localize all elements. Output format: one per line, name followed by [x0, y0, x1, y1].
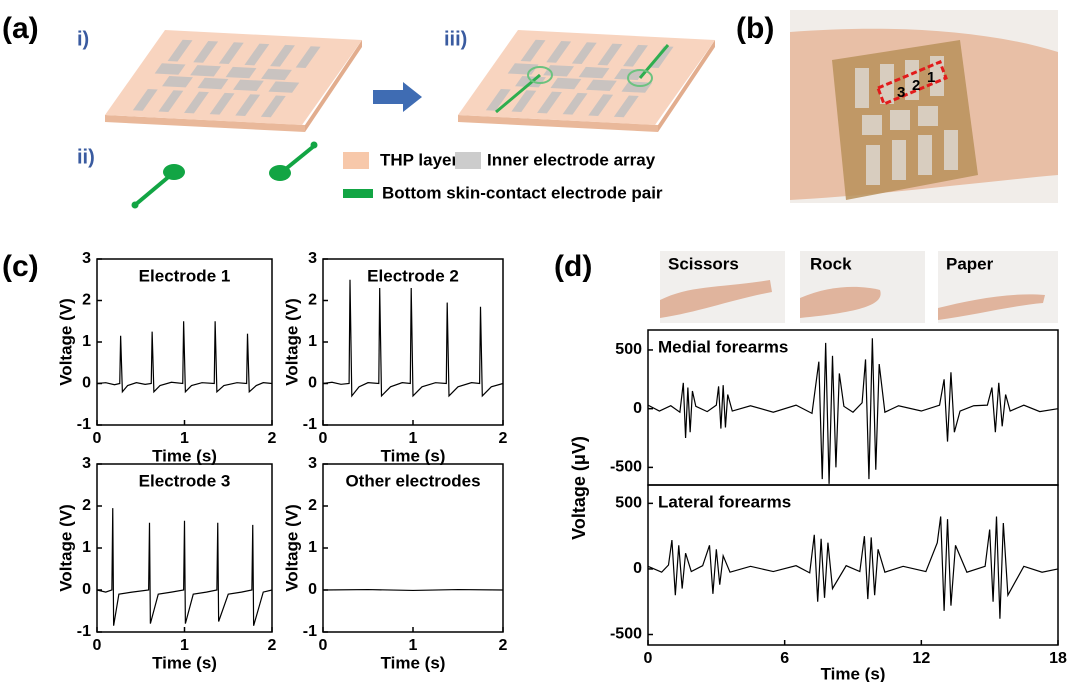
- step-label: i): [77, 28, 89, 50]
- x-axis-label: Time (s): [381, 446, 446, 465]
- legend-swatch: [343, 189, 373, 198]
- y-tick-label: 3: [308, 455, 317, 472]
- y-tick-label: -1: [303, 623, 317, 640]
- y-tick-label: -1: [77, 623, 91, 640]
- legend-swatch: [455, 152, 481, 169]
- x-tick-label: 1: [409, 637, 418, 654]
- x-tick-label: 0: [319, 637, 328, 654]
- gesture-label: Scissors: [668, 254, 739, 273]
- arrow: [373, 82, 422, 112]
- x-tick-label: 0: [93, 637, 102, 654]
- x-axis-label: Time (s): [821, 664, 886, 682]
- y-tick-label: -1: [303, 416, 317, 433]
- trace: [97, 508, 272, 626]
- y-tick-label: 0: [633, 560, 642, 577]
- trace: [323, 280, 503, 396]
- legend-text: THP layer: [380, 150, 459, 169]
- electrode-number: 3: [897, 84, 905, 101]
- gesture-label: Paper: [946, 254, 994, 273]
- gesture-label: Rock: [810, 254, 852, 273]
- electrode-number: 2: [912, 77, 920, 94]
- x-axis-label: Time (s): [152, 446, 217, 465]
- panel-label: (a): [2, 12, 39, 45]
- y-axis-label: Voltage (V): [56, 298, 75, 386]
- y-tick-label: -500: [610, 626, 642, 643]
- x-tick-label: 0: [319, 430, 328, 447]
- x-tick-label: 18: [1049, 650, 1067, 667]
- step-label: ii): [77, 146, 95, 168]
- y-tick-label: 0: [82, 375, 91, 392]
- x-tick-label: 0: [644, 650, 653, 667]
- chart-title: Electrode 1: [139, 266, 231, 285]
- y-axis-label: Voltage (V): [56, 504, 75, 592]
- trace: [648, 516, 1058, 618]
- x-tick-label: 2: [268, 637, 277, 654]
- y-tick-label: 3: [82, 455, 91, 472]
- x-tick-label: 12: [912, 650, 930, 667]
- y-tick-label: 1: [82, 333, 91, 350]
- chart-title: Electrode 2: [367, 266, 459, 285]
- chart-title: Lateral forearms: [658, 492, 791, 511]
- y-tick-label: 0: [633, 400, 642, 417]
- x-tick-label: 6: [780, 650, 789, 667]
- y-tick-label: 0: [82, 581, 91, 598]
- x-tick-label: 1: [180, 637, 189, 654]
- y-axis-label: Voltage (V): [282, 298, 301, 386]
- photo: [790, 10, 1058, 203]
- chart-title: Medial forearms: [658, 337, 788, 356]
- y-tick-label: 2: [308, 292, 317, 309]
- y-tick-label: 500: [615, 495, 642, 512]
- panel-label: (c): [2, 250, 39, 283]
- panel-label: (b): [736, 12, 774, 45]
- x-axis-label: Time (s): [381, 653, 446, 672]
- y-tick-label: 500: [615, 341, 642, 358]
- plate: [458, 30, 715, 132]
- chart-title: Electrode 3: [139, 471, 231, 490]
- x-tick-label: 1: [180, 430, 189, 447]
- y-tick-label: -1: [77, 416, 91, 433]
- y-axis-label: Voltage (μV): [569, 436, 589, 540]
- y-tick-label: 1: [308, 539, 317, 556]
- figure: (a) i) ii) iii) THP layer Inner electrod…: [0, 0, 1070, 682]
- x-tick-label: 2: [499, 430, 508, 447]
- chart-title: Other electrodes: [345, 471, 480, 490]
- x-tick-label: 2: [268, 430, 277, 447]
- y-tick-label: 1: [82, 539, 91, 556]
- step-label: iii): [444, 28, 467, 50]
- y-axis-label: Voltage (V): [282, 504, 301, 592]
- legend-text: Inner electrode array: [487, 150, 656, 169]
- electrode-pair: [132, 142, 318, 209]
- y-tick-label: 3: [82, 250, 91, 267]
- panel-label: (d): [554, 250, 592, 283]
- y-tick-label: 2: [82, 497, 91, 514]
- y-tick-label: 2: [82, 292, 91, 309]
- trace: [648, 338, 1058, 484]
- x-axis-label: Time (s): [152, 653, 217, 672]
- x-tick-label: 1: [409, 430, 418, 447]
- y-tick-label: 3: [308, 250, 317, 267]
- x-tick-label: 0: [93, 430, 102, 447]
- y-tick-label: 0: [308, 375, 317, 392]
- plate: [105, 30, 362, 132]
- y-tick-label: 2: [308, 497, 317, 514]
- y-tick-label: 0: [308, 581, 317, 598]
- y-tick-label: -500: [610, 459, 642, 476]
- x-tick-label: 2: [499, 637, 508, 654]
- trace: [97, 321, 272, 392]
- y-tick-label: 1: [308, 333, 317, 350]
- legend-text: Bottom skin-contact electrode pair: [382, 183, 663, 202]
- electrode-number: 1: [927, 69, 935, 86]
- legend-swatch: [343, 152, 369, 169]
- trace: [323, 590, 503, 591]
